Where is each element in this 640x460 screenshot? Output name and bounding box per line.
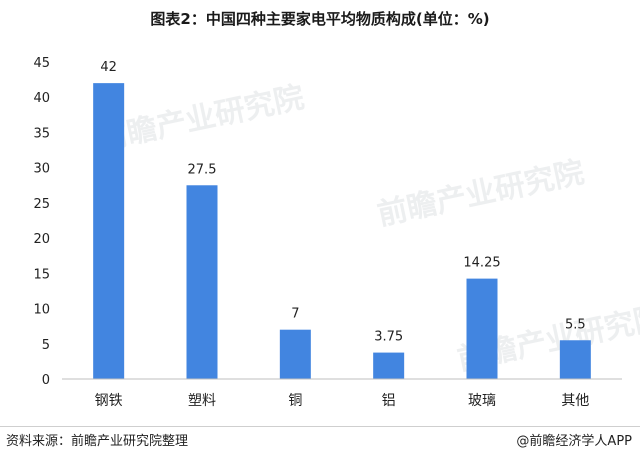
- y-tick-label: 40: [33, 91, 50, 106]
- data-label: 7: [291, 307, 299, 322]
- chart-title: 图表2：中国四种主要家电平均物质构成(单位：%): [150, 10, 490, 28]
- y-tick-label: 45: [33, 56, 50, 71]
- y-tick-label: 35: [33, 126, 50, 141]
- x-tick-label: 钢铁: [95, 393, 123, 409]
- x-tick-label: 玻璃: [468, 392, 496, 409]
- data-label: 14.25: [463, 256, 500, 271]
- x-tick-label: 塑料: [188, 393, 216, 409]
- bar: [186, 185, 218, 379]
- watermark-text: 前瞻产业研究院: [94, 80, 307, 158]
- footer-divider: [0, 426, 640, 427]
- x-axis-labels: 钢铁 塑料 铜 铝 玻璃 其他: [95, 392, 590, 409]
- y-axis-ticks: 0 5 10 15 20 25 30 35 40 45: [33, 56, 50, 388]
- bar: [93, 83, 125, 379]
- x-tick-label: 铝: [382, 393, 396, 409]
- bar: [279, 329, 311, 379]
- data-label: 27.5: [188, 162, 217, 177]
- bars: [93, 83, 591, 379]
- bar: [373, 352, 405, 379]
- y-tick-label: 15: [33, 267, 50, 282]
- y-tick-label: 10: [33, 303, 50, 318]
- y-tick-label: 20: [33, 232, 50, 247]
- data-label: 5.5: [565, 317, 586, 332]
- data-label: 3.75: [374, 330, 403, 345]
- y-tick-label: 30: [33, 162, 50, 177]
- bar: [559, 340, 591, 379]
- bar: [466, 278, 498, 379]
- data-labels: 42 27.5 7 3.75 14.25 5.5: [100, 60, 585, 344]
- x-tick-label: 铜: [288, 393, 302, 409]
- y-tick-label: 5: [42, 338, 50, 353]
- source-note: 资料来源：前瞻产业研究院整理: [6, 434, 189, 449]
- watermark-text: 前瞻产业研究院: [374, 155, 587, 233]
- brand-credit: @前瞻经济学人APP: [516, 434, 632, 449]
- y-tick-label: 0: [42, 373, 50, 388]
- y-tick-label: 25: [33, 197, 50, 212]
- x-tick-label: 其他: [561, 393, 589, 409]
- data-label: 42: [100, 60, 117, 75]
